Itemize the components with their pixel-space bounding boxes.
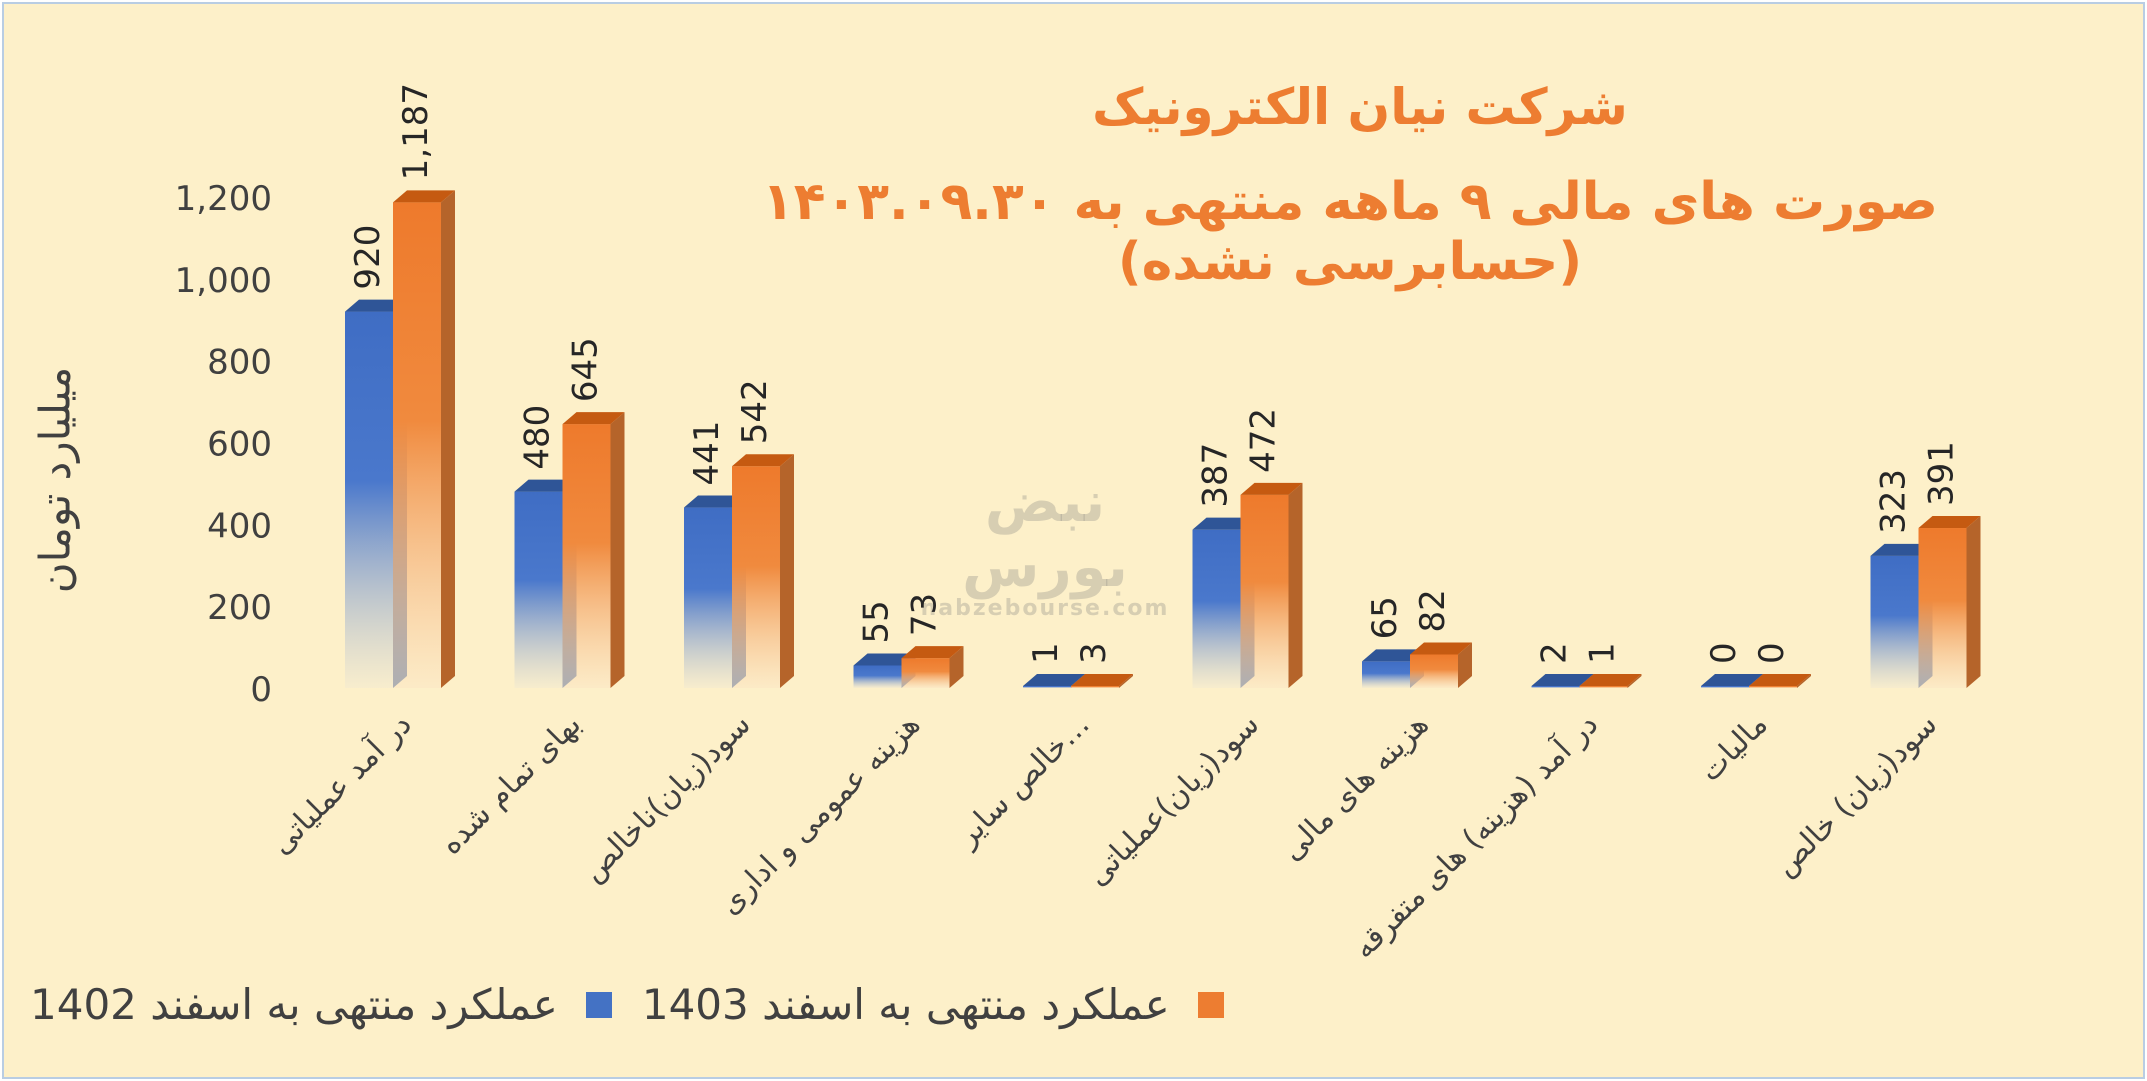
watermark-text: نبض بورس bbox=[962, 470, 1128, 600]
legend-label-1402: عملکرد منتهی به اسفند 1402 bbox=[30, 980, 558, 1029]
bar-top-1-7 bbox=[1579, 674, 1642, 686]
bar-top-1-6 bbox=[1410, 642, 1472, 655]
bar-top-0-2 bbox=[684, 495, 746, 508]
bar-side-1-8 bbox=[1797, 674, 1811, 688]
category-label: بهای تمام شده bbox=[433, 707, 588, 862]
bar-1403-7 bbox=[1579, 686, 1628, 688]
legend-item-1402: عملکرد منتهی به اسفند 1402 bbox=[30, 980, 612, 1029]
bar-side-1-7 bbox=[1627, 674, 1642, 688]
bar-side-1-3 bbox=[949, 646, 964, 688]
bar-top-0-5 bbox=[1192, 517, 1255, 530]
bar-1403-6 bbox=[1410, 654, 1458, 688]
data-label: 1 bbox=[1583, 642, 1623, 664]
category-label: سود(زیان) خالص bbox=[1768, 707, 1944, 883]
data-label: 472 bbox=[1244, 408, 1284, 473]
data-label: 920 bbox=[348, 225, 388, 290]
bar-side-1-6 bbox=[1458, 642, 1472, 688]
data-label: 65 bbox=[1365, 596, 1405, 639]
bar-1403-5 bbox=[1240, 494, 1289, 688]
data-label: 645 bbox=[566, 337, 606, 402]
bar-side-1-9 bbox=[1966, 516, 1981, 688]
category-label: در آمد عملیاتی bbox=[263, 706, 418, 861]
data-label: 480 bbox=[518, 405, 558, 470]
bar-1403-1 bbox=[562, 424, 611, 688]
category-label: مالیات bbox=[1693, 707, 1775, 789]
data-label: 323 bbox=[1874, 469, 1914, 534]
bar-top-1-3 bbox=[901, 646, 964, 659]
bar-1403-2 bbox=[732, 466, 780, 688]
bar-1402-5 bbox=[1192, 529, 1241, 688]
bar-top-0-9 bbox=[1870, 543, 1933, 556]
bar-top-0-8 bbox=[1701, 674, 1763, 686]
legend: عملکرد منتهی به اسفند 1403 عملکرد منتهی … bbox=[0, 980, 2100, 1029]
bar-1402-2 bbox=[684, 507, 732, 688]
category-label: هزینه های مالی bbox=[1275, 707, 1436, 868]
data-label: 387 bbox=[1196, 443, 1236, 508]
legend-item-1403: عملکرد منتهی به اسفند 1403 bbox=[642, 980, 1224, 1029]
legend-swatch-1403 bbox=[1197, 991, 1224, 1018]
bar-1402-8 bbox=[1701, 686, 1749, 688]
bar-1403-4 bbox=[1071, 686, 1119, 688]
bar-1402-1 bbox=[514, 491, 563, 688]
bar-1403-9 bbox=[1918, 528, 1967, 688]
bar-top-1-0 bbox=[393, 190, 455, 203]
y-tick-label: 800 bbox=[207, 343, 272, 383]
y-tick-label: 1,200 bbox=[175, 179, 272, 219]
bar-top-0-4 bbox=[1023, 674, 1085, 686]
data-label: 542 bbox=[735, 379, 775, 444]
bar-1402-7 bbox=[1531, 686, 1580, 688]
bar-top-1-1 bbox=[562, 412, 625, 425]
bar-side-1-5 bbox=[1288, 482, 1303, 688]
watermark: نبض بورس nabzebourse.com bbox=[905, 470, 1185, 621]
bar-1402-4 bbox=[1023, 686, 1071, 688]
bar-top-0-3 bbox=[853, 653, 916, 666]
data-label: 73 bbox=[905, 593, 945, 636]
data-label: 1 bbox=[1026, 642, 1066, 664]
category-label: سود(زیان)ناخالص bbox=[576, 707, 758, 889]
bar-side-1-0 bbox=[441, 190, 455, 689]
data-label: 0 bbox=[1704, 642, 1744, 664]
data-label: 1,187 bbox=[396, 83, 436, 180]
y-tick-label: 400 bbox=[207, 506, 272, 546]
y-tick-label: 600 bbox=[207, 425, 272, 465]
data-label: 2 bbox=[1535, 642, 1575, 664]
data-label: 3 bbox=[1074, 642, 1114, 664]
legend-label-1403: عملکرد منتهی به اسفند 1403 bbox=[641, 980, 1170, 1029]
category-label: سود(زیان)عملیاتی bbox=[1080, 707, 1266, 893]
data-label: 55 bbox=[857, 600, 897, 643]
data-label: 441 bbox=[687, 421, 727, 486]
y-tick-label: 200 bbox=[207, 588, 272, 628]
bar-side-1-4 bbox=[1119, 674, 1133, 688]
chart-title: شرکت نیان الکترونیک bbox=[1092, 78, 1628, 136]
data-label: 82 bbox=[1413, 589, 1453, 632]
bar-1403-3 bbox=[901, 658, 950, 688]
bar-1402-6 bbox=[1362, 661, 1410, 688]
bar-top-1-5 bbox=[1240, 482, 1303, 495]
bar-top-1-9 bbox=[1918, 516, 1981, 529]
data-label: 0 bbox=[1752, 642, 1792, 664]
chart-subtitle: صورت های مالی ۹ ماهه منتهی به ۱۴۰۳.۰۹.۳۰… bbox=[762, 172, 1938, 292]
bar-top-0-6 bbox=[1362, 649, 1424, 662]
bar-1402-9 bbox=[1870, 555, 1919, 688]
data-label: 391 bbox=[1922, 441, 1962, 506]
bar-top-1-4 bbox=[1071, 674, 1133, 686]
bar-top-0-1 bbox=[514, 479, 577, 492]
bar-1403-0 bbox=[393, 202, 441, 689]
bar-top-1-8 bbox=[1749, 674, 1811, 686]
bar-side-1-1 bbox=[610, 412, 625, 688]
y-tick-label: 1,000 bbox=[175, 261, 272, 301]
y-tick-label: 0 bbox=[250, 670, 272, 710]
bar-1402-3 bbox=[853, 665, 902, 688]
bar-top-1-2 bbox=[732, 454, 794, 467]
legend-swatch-1402 bbox=[585, 991, 612, 1018]
category-label: خالص سایر… bbox=[949, 707, 1097, 855]
bar-1402-0 bbox=[345, 311, 393, 688]
bar-top-0-7 bbox=[1531, 674, 1594, 686]
bar-1403-8 bbox=[1749, 686, 1797, 688]
watermark-url: nabzebourse.com bbox=[920, 596, 1170, 621]
bar-side-1-2 bbox=[780, 454, 794, 688]
bar-top-0-0 bbox=[345, 299, 407, 312]
